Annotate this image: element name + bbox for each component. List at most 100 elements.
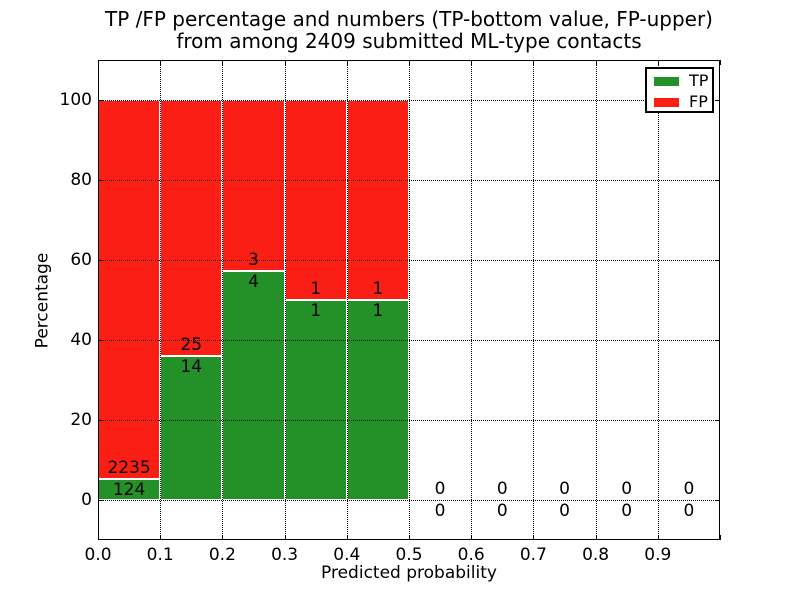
legend-label: TP bbox=[689, 71, 709, 90]
fp-count-label: 0 bbox=[683, 479, 695, 499]
x-tick-mark-top bbox=[222, 60, 224, 65]
y-tick-mark bbox=[98, 260, 103, 261]
tp-count-label: 0 bbox=[496, 501, 508, 521]
tp-count-label: 0 bbox=[683, 501, 695, 521]
gridline-vertical bbox=[595, 60, 597, 540]
x-tick-mark-top bbox=[346, 60, 348, 65]
x-tick-mark-top bbox=[657, 60, 659, 65]
y-tick-mark bbox=[98, 180, 103, 181]
y-tick-mark bbox=[98, 500, 103, 501]
x-tick-mark-top bbox=[471, 60, 473, 65]
x-tick-mark bbox=[595, 535, 597, 540]
y-tick-label: 60 bbox=[70, 250, 92, 270]
gridline-horizontal bbox=[98, 420, 720, 421]
x-tick-mark-top bbox=[284, 60, 286, 65]
x-tick-mark bbox=[98, 535, 99, 540]
gridline-vertical bbox=[160, 60, 162, 540]
x-axis-label: Predicted probability bbox=[321, 563, 497, 583]
tp-count-label: 0 bbox=[434, 501, 446, 521]
chart-title: TP /FP percentage and numbers (TP-bottom… bbox=[98, 8, 720, 52]
gridline-vertical bbox=[346, 60, 348, 540]
tp-count-label: 0 bbox=[621, 501, 633, 521]
y-tick-mark-right bbox=[715, 500, 720, 501]
gridline-vertical bbox=[222, 60, 224, 540]
gridline-vertical bbox=[533, 60, 535, 540]
tp-count-label: 1 bbox=[372, 301, 384, 321]
y-tick-label: 80 bbox=[70, 170, 92, 190]
x-tick-mark bbox=[284, 535, 286, 540]
x-tick-label: 0.8 bbox=[582, 545, 610, 565]
gridline-horizontal bbox=[98, 260, 720, 261]
fp-count-label: 2235 bbox=[107, 457, 151, 478]
x-tick-label: 0.1 bbox=[146, 545, 174, 565]
x-tick-mark bbox=[160, 535, 162, 540]
y-tick-mark-right bbox=[715, 420, 720, 421]
y-tick-mark-right bbox=[715, 180, 720, 181]
gridline-vertical bbox=[471, 60, 473, 540]
x-tick-mark-top bbox=[533, 60, 535, 65]
legend-row: FP bbox=[647, 92, 712, 112]
tp-count-label: 124 bbox=[112, 479, 146, 500]
bar-segment-fp bbox=[160, 100, 223, 357]
y-tick-mark bbox=[98, 100, 103, 101]
x-tick-mark bbox=[471, 535, 473, 540]
x-tick-mark-top bbox=[160, 60, 162, 65]
y-tick-mark bbox=[98, 420, 103, 421]
tp-count-label: 14 bbox=[180, 357, 203, 378]
tp-count-label: 4 bbox=[248, 272, 259, 293]
fp-count-label: 0 bbox=[621, 479, 633, 499]
x-tick-label: 0.0 bbox=[84, 545, 112, 565]
fp-count-label: 1 bbox=[310, 279, 322, 299]
y-tick-label: 100 bbox=[59, 90, 92, 110]
y-tick-label: 40 bbox=[70, 330, 92, 350]
legend-row: TP bbox=[647, 71, 712, 91]
legend-swatch-tp bbox=[654, 77, 679, 86]
x-tick-label: 0.7 bbox=[519, 545, 547, 565]
x-tick-mark-top bbox=[595, 60, 597, 65]
bar-segment-tp bbox=[160, 356, 223, 500]
y-tick-label: 0 bbox=[81, 490, 92, 510]
x-tick-label: 0.5 bbox=[395, 545, 423, 565]
fp-count-label: 25 bbox=[180, 335, 203, 356]
chart-title-line1: TP /FP percentage and numbers (TP-bottom… bbox=[105, 7, 713, 31]
x-tick-mark bbox=[409, 535, 410, 540]
x-tick-mark bbox=[222, 535, 224, 540]
gridline-vertical bbox=[409, 60, 410, 540]
x-tick-mark-top bbox=[409, 60, 410, 65]
bar-segment-tp bbox=[222, 271, 285, 500]
x-tick-mark-top bbox=[720, 60, 721, 65]
y-tick-mark bbox=[98, 340, 103, 341]
gridline-vertical bbox=[284, 60, 286, 540]
gridline-horizontal bbox=[98, 100, 720, 101]
y-tick-mark-right bbox=[715, 260, 720, 261]
gridline-horizontal bbox=[98, 180, 720, 181]
fp-count-label: 0 bbox=[559, 479, 570, 499]
tp-count-label: 1 bbox=[310, 301, 322, 321]
tp-count-label: 0 bbox=[559, 501, 570, 521]
y-tick-label: 20 bbox=[70, 410, 92, 430]
y-tick-mark-right bbox=[715, 340, 720, 341]
x-tick-label: 0.6 bbox=[457, 545, 485, 565]
y-axis-label: Percentage bbox=[32, 252, 53, 349]
bar-segment-tp bbox=[284, 300, 347, 500]
fp-count-label: 1 bbox=[372, 279, 384, 299]
legend-swatch-fp bbox=[654, 98, 679, 107]
legend: TP FP bbox=[645, 67, 714, 113]
legend-label: FP bbox=[689, 92, 708, 111]
gridline-vertical bbox=[657, 60, 659, 540]
x-tick-label: 0.9 bbox=[644, 545, 672, 565]
x-tick-mark bbox=[720, 535, 721, 540]
x-tick-mark bbox=[657, 535, 659, 540]
x-tick-mark-top bbox=[98, 60, 99, 65]
fp-count-label: 0 bbox=[434, 479, 446, 499]
gridline-horizontal bbox=[98, 500, 720, 501]
x-tick-label: 0.2 bbox=[208, 545, 236, 565]
x-tick-mark bbox=[533, 535, 535, 540]
bar-segment-fp bbox=[222, 100, 285, 272]
y-tick-mark-right bbox=[715, 100, 720, 101]
fp-count-label: 0 bbox=[496, 479, 508, 499]
x-tick-label: 0.3 bbox=[271, 545, 299, 565]
